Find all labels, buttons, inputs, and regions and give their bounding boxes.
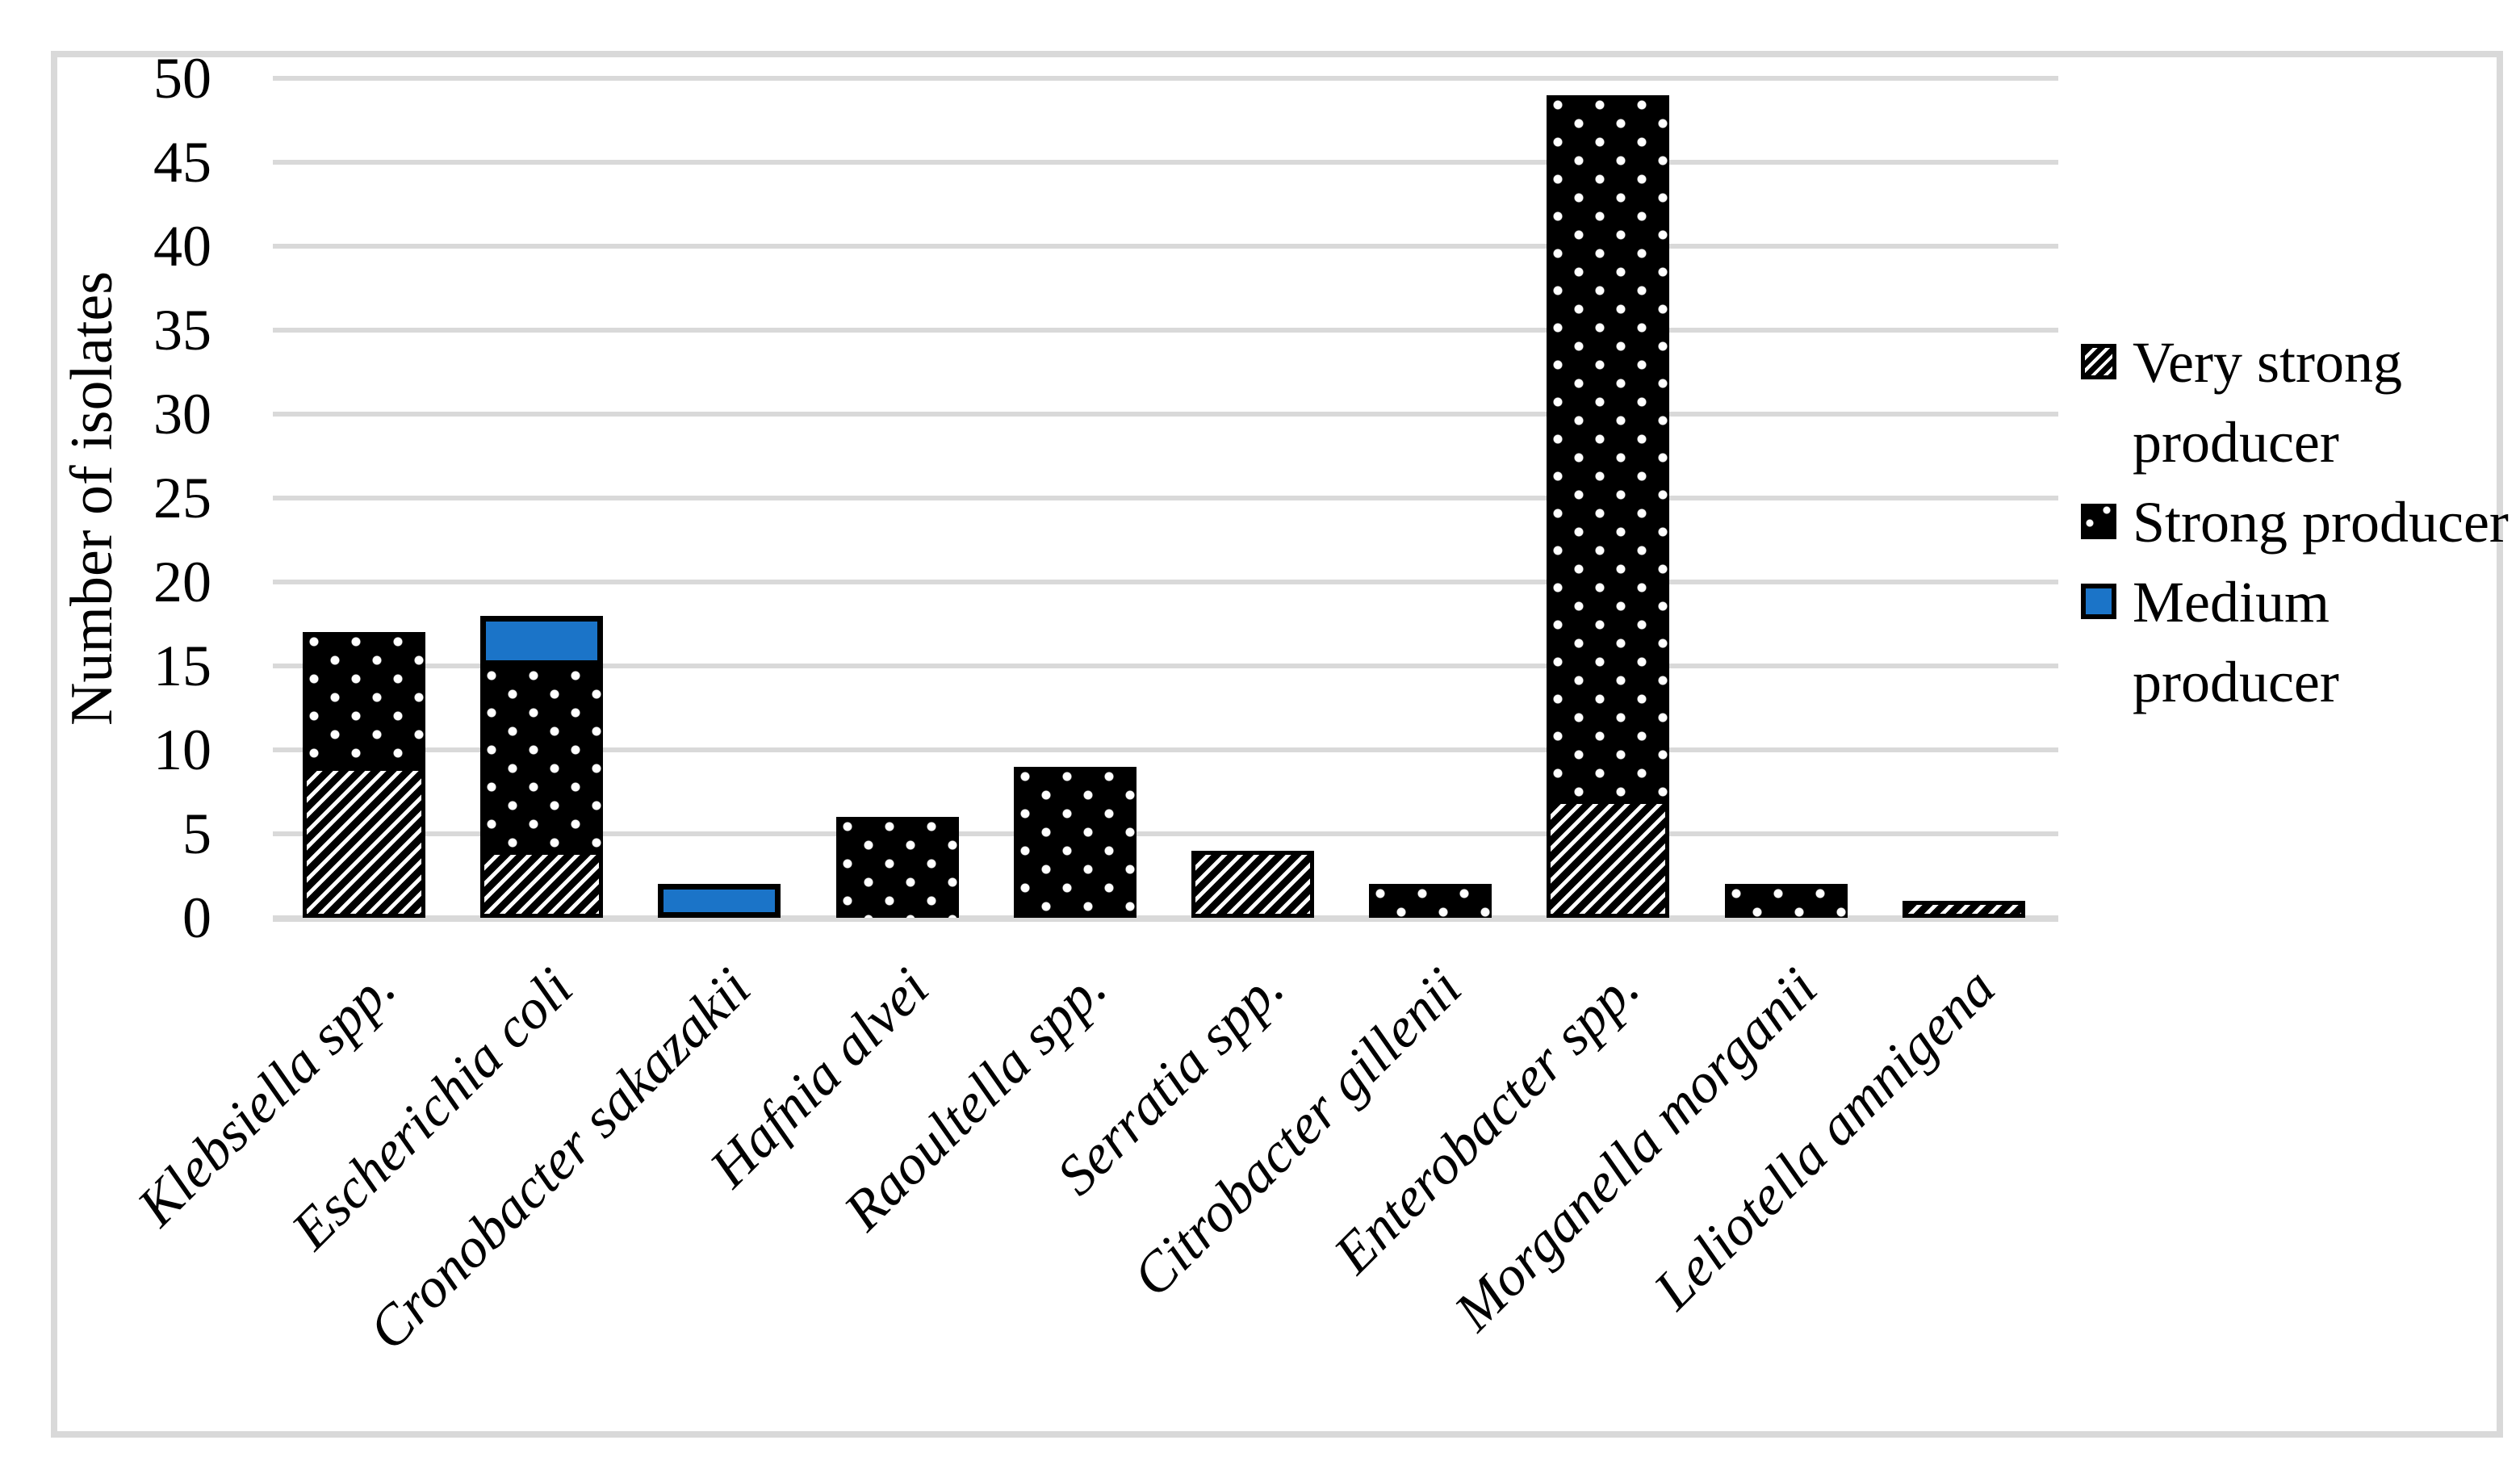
gridline <box>273 580 2058 584</box>
gridline <box>273 412 2058 417</box>
y-tick-label: 5 <box>182 802 211 866</box>
y-axis-title: Number of isolates <box>40 78 145 918</box>
legend: Very strong producer Strong producer Mediu… <box>2081 323 2512 722</box>
gridline <box>273 831 2058 836</box>
y-tick-label: 10 <box>153 718 211 782</box>
bar-segment-medium-producer <box>480 615 604 666</box>
y-tick-label: 0 <box>182 886 211 950</box>
gridline <box>273 747 2058 752</box>
gridline <box>273 160 2058 165</box>
legend-swatch-white-dots-on-black <box>2081 504 2116 539</box>
figure-border <box>51 51 2503 1438</box>
bar-segment-strong-producer <box>303 632 425 767</box>
y-tick-label: 15 <box>153 634 211 698</box>
x-axis-label-text: Citrobacter gillenii <box>1121 957 1474 1309</box>
legend-label: Strong producer <box>2133 490 2509 555</box>
legend-item-very-strong-producer: Very strong producer <box>2081 323 2512 483</box>
y-tick-label: 40 <box>153 214 211 278</box>
bar-segment-strong-producer <box>835 817 959 918</box>
bar-segment-strong-producer <box>480 666 604 851</box>
gridline <box>273 664 2058 668</box>
bar-segment-very-strong-producer <box>1191 850 1314 918</box>
x-axis-label-text: Leliotella amnigena <box>1642 957 2007 1321</box>
legend-item-medium-producer: Medium producer <box>2081 563 2512 722</box>
bar-segment-very-strong-producer <box>303 766 425 918</box>
bar-segment-strong-producer <box>1547 94 1670 801</box>
x-axis-label-text: Enterobacter spp. <box>1322 957 1652 1286</box>
gridline <box>273 496 2058 500</box>
legend-item-strong-producer: Strong producer <box>2081 483 2512 563</box>
legend-swatch-solid <box>2081 584 2116 619</box>
gridline <box>273 328 2058 333</box>
bar-segment-very-strong-producer <box>1902 901 2025 918</box>
y-tick-label: 25 <box>153 466 211 530</box>
bar-segment-very-strong-producer <box>480 850 604 918</box>
bar-segment-very-strong-producer <box>1547 800 1670 918</box>
y-tick-label: 20 <box>153 550 211 614</box>
bar-segment-strong-producer <box>1013 766 1137 918</box>
gridline <box>273 244 2058 249</box>
bar-segment-medium-producer <box>658 884 781 918</box>
legend-label: Medium producer <box>2133 570 2339 714</box>
bar-segment-strong-producer <box>1724 884 1848 918</box>
legend-label: Very strong producer <box>2133 330 2402 475</box>
gridline <box>273 76 2058 81</box>
y-tick-label: 30 <box>153 382 211 446</box>
y-tick-label: 35 <box>153 298 211 362</box>
gridline <box>273 915 2058 922</box>
y-tick-label: 45 <box>153 130 211 195</box>
y-axis-title-text: Number of isolates <box>59 270 126 726</box>
legend-swatch-diagonal-hatch <box>2081 344 2116 379</box>
bar-segment-strong-producer <box>1369 884 1492 918</box>
y-tick-label: 50 <box>153 46 211 111</box>
